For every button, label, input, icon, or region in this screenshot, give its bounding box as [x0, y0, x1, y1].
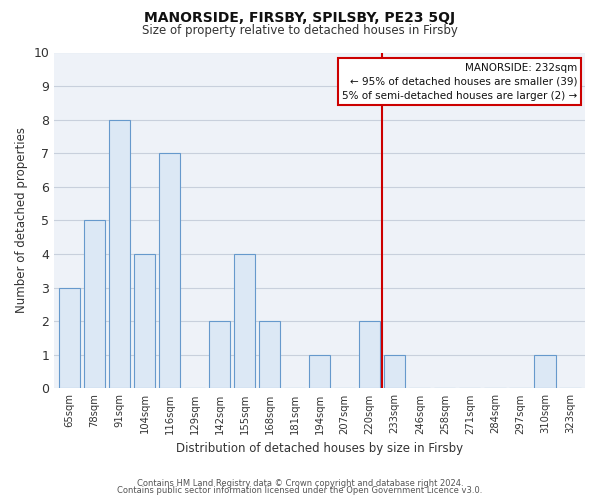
Bar	[234, 254, 255, 388]
Bar	[384, 355, 406, 388]
Text: MANORSIDE, FIRSBY, SPILSBY, PE23 5QJ: MANORSIDE, FIRSBY, SPILSBY, PE23 5QJ	[145, 11, 455, 25]
Text: Contains HM Land Registry data © Crown copyright and database right 2024.: Contains HM Land Registry data © Crown c…	[137, 478, 463, 488]
Bar	[59, 288, 80, 388]
Bar	[109, 120, 130, 388]
Bar	[259, 321, 280, 388]
Bar	[359, 321, 380, 388]
Text: Contains public sector information licensed under the Open Government Licence v3: Contains public sector information licen…	[118, 486, 482, 495]
Bar	[209, 321, 230, 388]
Text: Size of property relative to detached houses in Firsby: Size of property relative to detached ho…	[142, 24, 458, 37]
Bar	[134, 254, 155, 388]
Text: MANORSIDE: 232sqm
← 95% of detached houses are smaller (39)
5% of semi-detached : MANORSIDE: 232sqm ← 95% of detached hous…	[342, 62, 577, 100]
Bar	[535, 355, 556, 388]
X-axis label: Distribution of detached houses by size in Firsby: Distribution of detached houses by size …	[176, 442, 463, 455]
Bar	[159, 154, 180, 388]
Bar	[84, 220, 105, 388]
Bar	[309, 355, 330, 388]
Y-axis label: Number of detached properties: Number of detached properties	[15, 128, 28, 314]
